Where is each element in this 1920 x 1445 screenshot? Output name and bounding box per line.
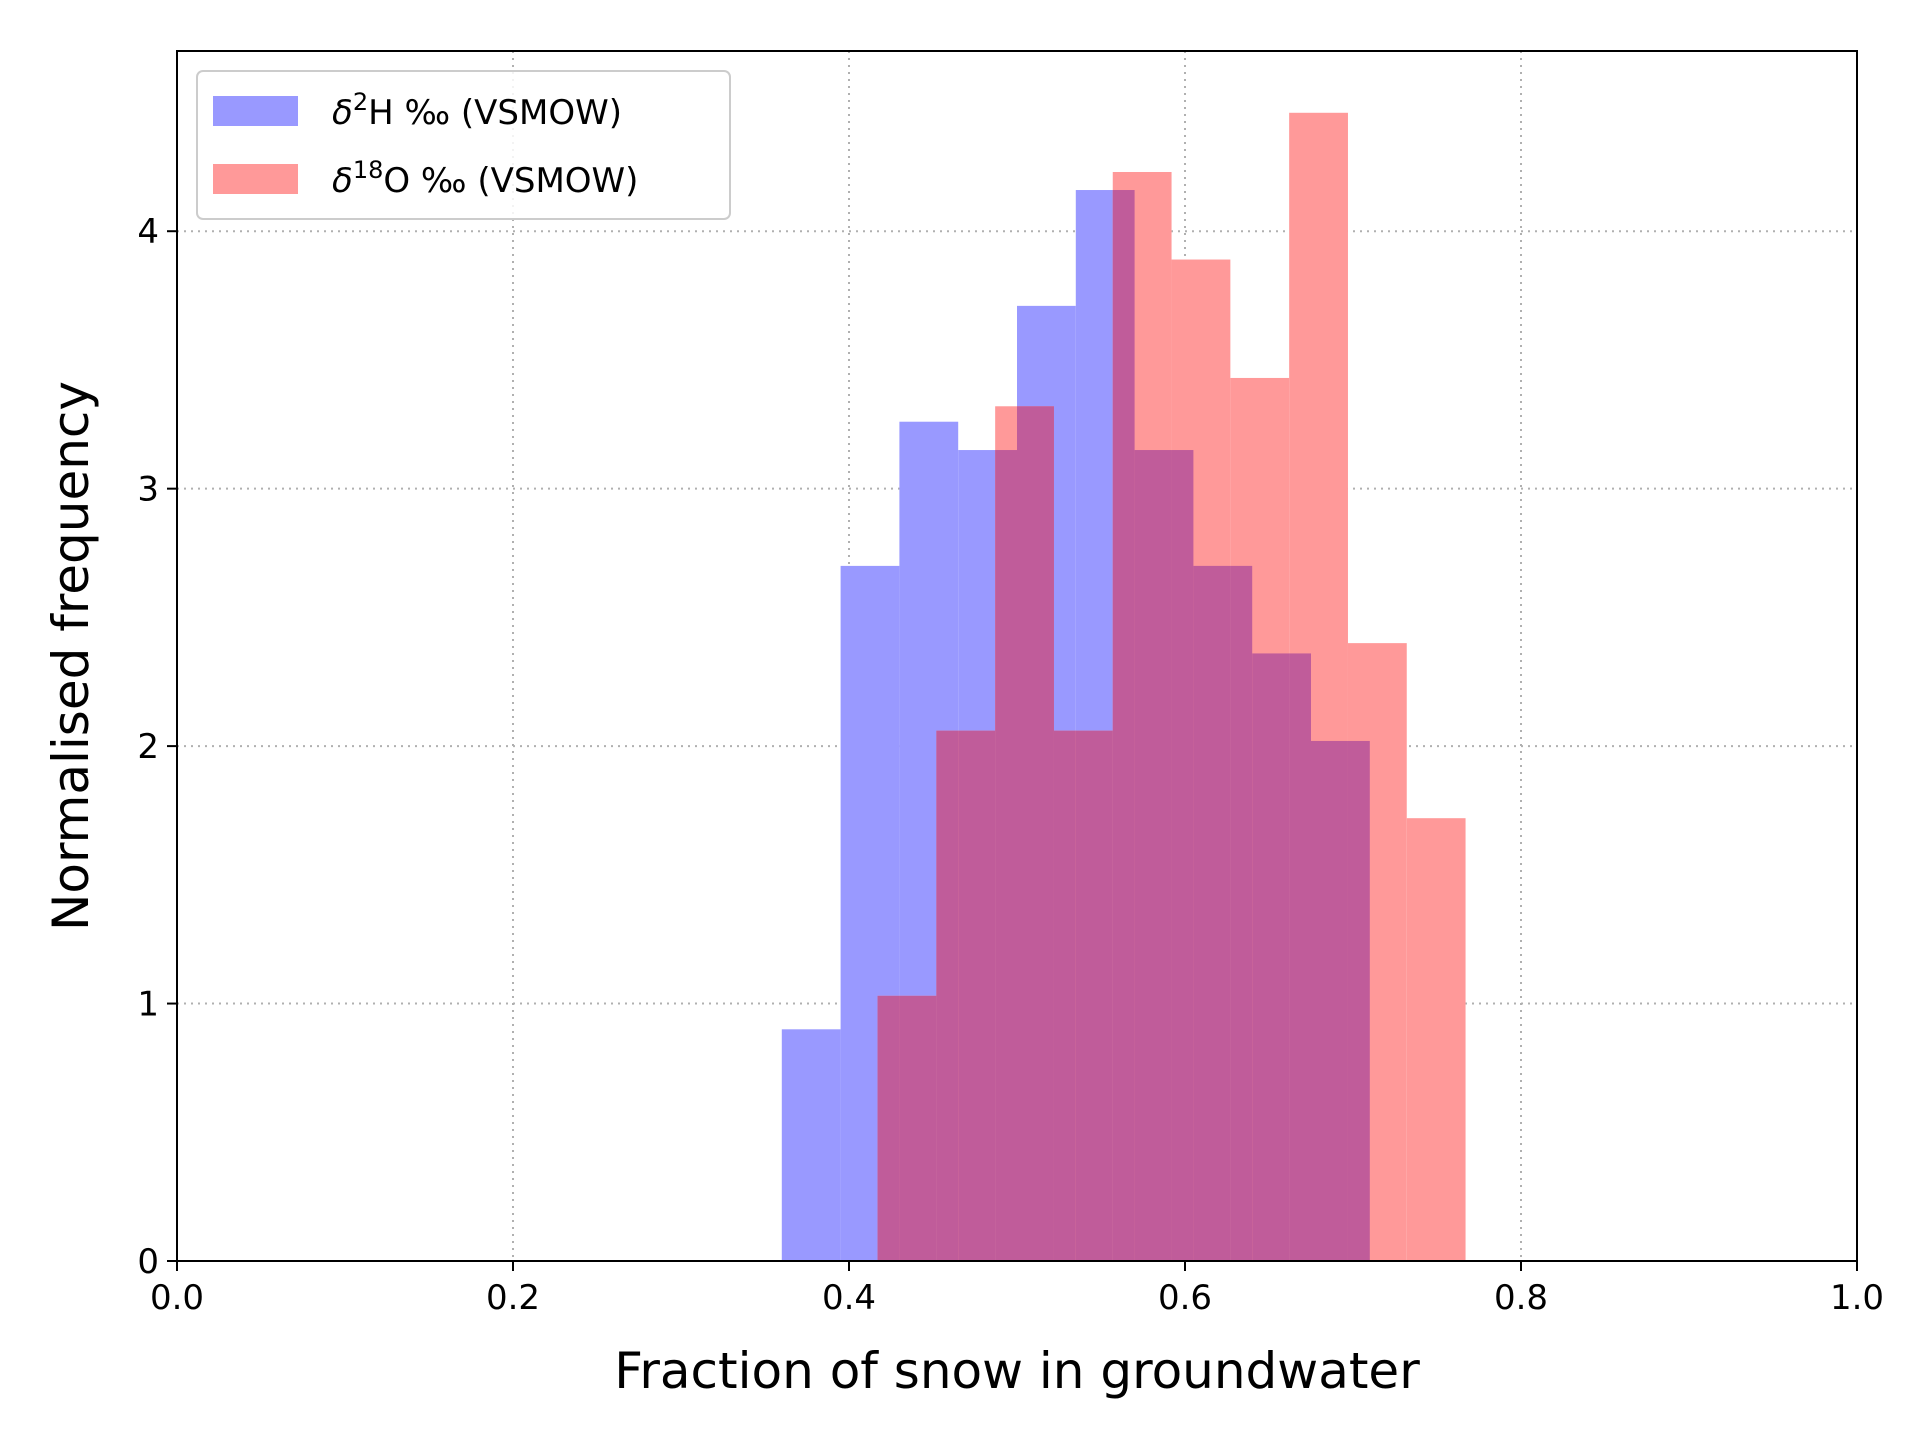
legend-label-delta: δ <box>332 161 353 201</box>
legend-swatch <box>213 96 298 126</box>
bar-overlap <box>1171 450 1194 1261</box>
bar-overlap <box>1311 740 1348 1261</box>
legend-label-superscript: 2 <box>353 88 368 116</box>
bar-d2h <box>781 1029 841 1261</box>
y-tick-label: 2 <box>137 727 159 767</box>
bar-overlap <box>1347 740 1370 1261</box>
bar-overlap <box>1075 730 1113 1261</box>
bar-overlap <box>1134 450 1172 1261</box>
bar-overlap <box>899 995 937 1261</box>
bar-overlap <box>1193 565 1231 1261</box>
histogram-bars <box>781 112 1466 1262</box>
y-tick-label: 0 <box>137 1242 159 1282</box>
x-tick-label: 0.2 <box>486 1278 540 1318</box>
x-tick-label: 0.0 <box>150 1278 204 1318</box>
legend-entry-label: δ18O ‰ (VSMOW) <box>332 156 638 201</box>
legend-label-text: H ‰ (VSMOW) <box>368 93 622 133</box>
legend-swatch <box>213 164 298 194</box>
bar-overlap <box>958 730 996 1261</box>
legend-label-text: O ‰ (VSMOW) <box>383 161 638 201</box>
bar-overlap <box>877 995 900 1261</box>
bar-overlap <box>1230 565 1253 1261</box>
y-tick-label: 4 <box>137 212 159 252</box>
legend-label-superscript: 18 <box>353 156 384 184</box>
bar-overlap <box>1289 653 1311 1261</box>
bar-d18o <box>1406 818 1466 1261</box>
bar-overlap <box>995 450 1017 1261</box>
legend-label-delta: δ <box>332 93 353 133</box>
bar-overlap <box>1017 406 1054 1261</box>
bar-overlap <box>1053 730 1076 1261</box>
legend: δ2H ‰ (VSMOW)δ18O ‰ (VSMOW) <box>196 70 731 220</box>
axis-ticks: 0.0 0.2 0.4 0.6 0.8 1.0 0 1 2 3 4 <box>137 212 1884 1318</box>
legend-box <box>196 70 731 220</box>
plot-frame <box>176 50 1858 1262</box>
x-tick-label: 0.8 <box>1494 1278 1548 1318</box>
x-tick-label: 0.6 <box>1158 1278 1212 1318</box>
x-axis-title: Fraction of snow in groundwater <box>614 1342 1420 1400</box>
legend-entry-label: δ2H ‰ (VSMOW) <box>332 88 622 133</box>
x-tick-label: 0.4 <box>822 1278 876 1318</box>
bar-overlap <box>1112 190 1135 1262</box>
x-tick-label: 1.0 <box>1830 1278 1884 1318</box>
y-tick-label: 1 <box>137 985 159 1025</box>
y-tick-label: 3 <box>137 470 159 510</box>
bar-overlap <box>936 730 959 1261</box>
bar-overlap <box>1252 653 1290 1261</box>
y-axis-title: Normalised frequency <box>42 381 100 931</box>
